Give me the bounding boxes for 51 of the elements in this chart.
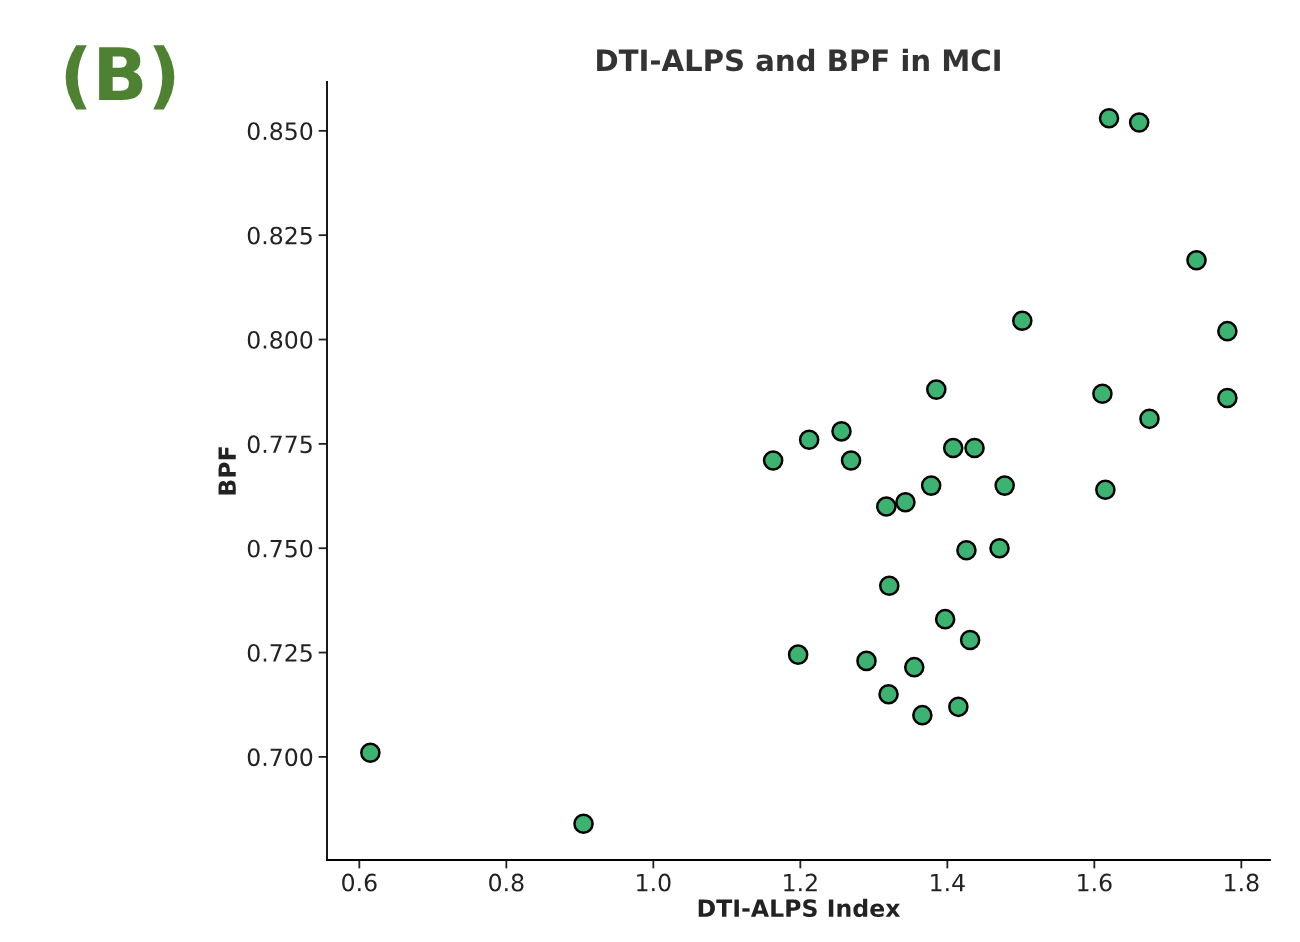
point — [926, 379, 947, 400]
point — [876, 496, 897, 517]
y-tick-label: 0.825 — [247, 226, 312, 245]
point — [895, 492, 916, 513]
x-tick-label: 0.8 — [489, 873, 524, 892]
point — [856, 650, 877, 672]
x-tick-label: 1.8 — [1225, 873, 1259, 892]
point — [912, 704, 933, 726]
chart-title: DTI-ALPS and BPF in MCI — [597, 48, 1000, 72]
point — [956, 540, 977, 561]
y-tick-label: 0.850 — [247, 122, 313, 141]
point — [934, 608, 956, 630]
point — [798, 429, 820, 450]
point — [1092, 383, 1113, 405]
point — [920, 475, 942, 496]
point — [948, 696, 969, 718]
point — [942, 437, 964, 459]
x-tick-label: 1.4 — [931, 873, 965, 892]
point — [1012, 310, 1033, 332]
x-axis-title: DTI-ALPS Index — [698, 898, 901, 918]
y-tick-label: 0.775 — [247, 435, 312, 454]
point — [831, 421, 852, 442]
x-tick-label: 0.6 — [342, 873, 377, 892]
point — [1095, 479, 1116, 501]
text: (B) — [65, 45, 175, 110]
x-tick-label: 1.6 — [1078, 873, 1112, 892]
point — [1098, 108, 1120, 129]
point — [994, 475, 1015, 496]
point — [989, 537, 1010, 559]
y-tick-label: 0.800 — [247, 330, 313, 349]
point — [1217, 320, 1238, 342]
y-tick-label: 0.725 — [247, 644, 312, 662]
point — [1128, 112, 1150, 133]
point — [1186, 249, 1207, 271]
point — [903, 656, 925, 678]
point — [787, 644, 809, 665]
point — [878, 575, 900, 597]
point — [762, 450, 784, 471]
x-tick-label: 1.2 — [784, 873, 817, 892]
x-tick-label: 1.0 — [637, 873, 671, 892]
y-tick-label: 0.750 — [247, 539, 313, 558]
point — [1217, 387, 1238, 409]
point — [959, 629, 981, 651]
point — [878, 684, 899, 705]
point — [360, 742, 381, 764]
point — [1139, 408, 1160, 430]
y-tick-label: 0.700 — [247, 748, 313, 767]
point — [840, 450, 862, 471]
point — [964, 437, 985, 459]
y-axis-title: BPF — [218, 447, 236, 495]
point — [573, 813, 594, 834]
